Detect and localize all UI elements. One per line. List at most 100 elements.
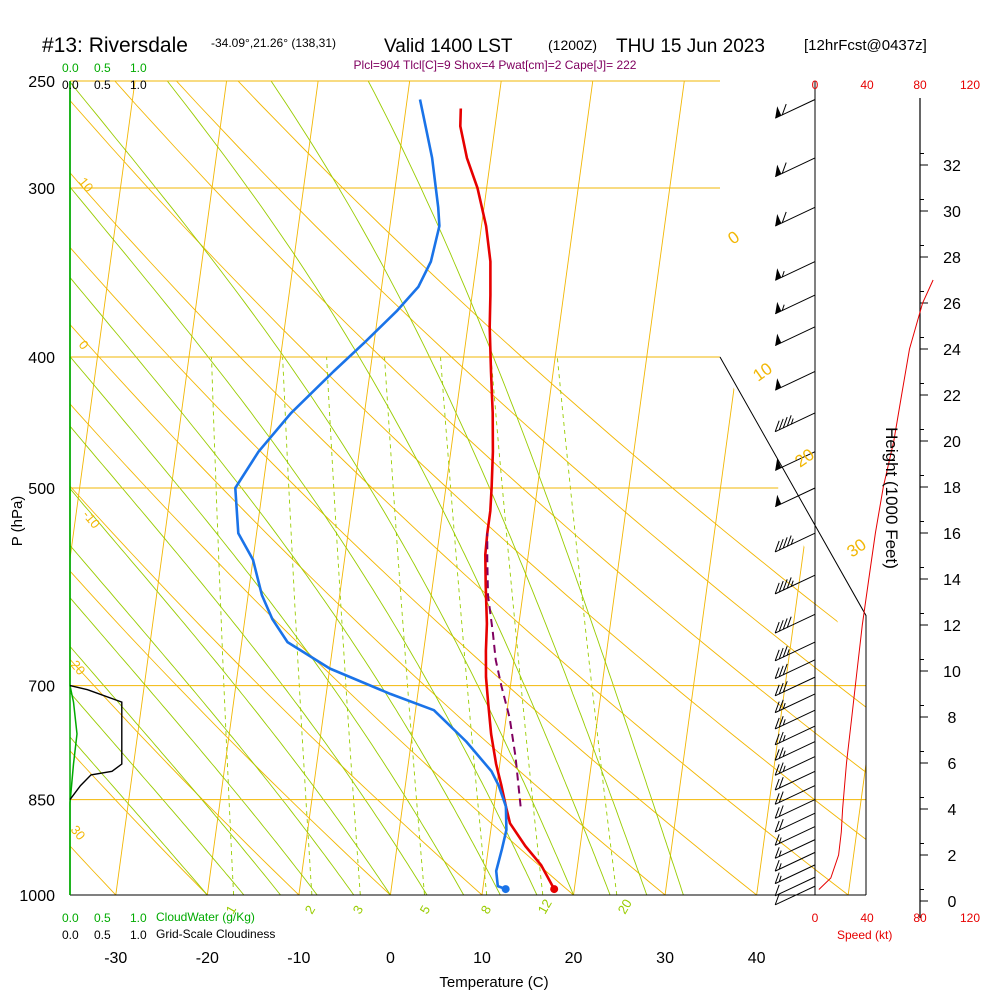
wind-barb-flag [774, 649, 780, 661]
temperature-tick-label: 30 [656, 950, 674, 967]
x-axis-title: Temperature (C) [439, 974, 548, 991]
mixing-ratio-label: 20 [615, 896, 635, 916]
wind-barb [774, 839, 816, 859]
speed-tick-label-bottom: 120 [960, 911, 980, 925]
wind-barb-flag [778, 747, 784, 759]
wind-barb-flag [781, 103, 787, 116]
moist-adiabat-line [293, 81, 684, 895]
dry-adiabat-line [70, 81, 300, 895]
cloudiness-tick-label-top: 0.0 [62, 78, 79, 92]
cloudiness-tick-label-bottom: 1.0 [130, 928, 147, 942]
wind-barb-staff [774, 641, 816, 662]
height-tick-label: 30 [943, 204, 961, 221]
cloudwater-tick-label-top: 0.5 [94, 61, 111, 75]
moist-adiabat-label: 0 [724, 227, 743, 248]
dry-adiabat-line [70, 81, 757, 895]
series-parcel [486, 533, 522, 807]
height-tick-label: 16 [943, 526, 961, 543]
wind-barb-flag [778, 699, 784, 712]
forecast-info: [12hrFcst@0437z] [804, 37, 927, 54]
cloudiness-tick-label-top: 0.5 [94, 78, 111, 92]
thermo-grid [70, 81, 866, 895]
wind-barb-flag [778, 580, 784, 593]
wind-barb-staff [774, 371, 816, 391]
pressure-tick-label: 500 [28, 481, 55, 498]
moist-adiabat-line [70, 81, 391, 895]
wind-barb-pennant [775, 268, 782, 281]
cloudwater-tick-label-bottom: 0.0 [62, 911, 79, 925]
cloud-panel [69, 81, 123, 895]
wind-barb-flag [782, 646, 788, 658]
cloudiness-tick-label-bottom: 0.5 [94, 928, 111, 942]
height-tick-label: 4 [948, 802, 957, 819]
mixing-ratio-label: 8 [478, 903, 495, 917]
wind-barb-flag [774, 872, 780, 884]
speed-tick-label-top: 120 [960, 78, 980, 92]
wind-barb-staff [774, 261, 816, 281]
wind-barb-staff [774, 451, 816, 471]
wind-barb-flag [774, 820, 780, 833]
mixing-ratio-label: 5 [417, 903, 434, 917]
dry-adiabat-line [70, 81, 574, 895]
temperature-tick-label: 40 [748, 950, 766, 967]
wind-barb-flag [774, 582, 780, 595]
station-coords: -34.09°,21.26° (138,31) [211, 36, 336, 50]
moist-adiabat-line [70, 81, 574, 895]
wind-barb-half-flag [790, 580, 794, 587]
wind-barb-half-flag [782, 735, 786, 742]
wind-barb-flag [786, 577, 792, 589]
wind-barb-flag [778, 791, 784, 803]
wind-barb-flag [774, 893, 780, 906]
wind-barb-pennant [775, 494, 782, 507]
wind-barb-flag [774, 684, 780, 697]
height-tick-label: 2 [948, 848, 957, 865]
cloudwater-tick-label-top: 1.0 [130, 61, 147, 75]
dry-adiabat-line [70, 81, 866, 895]
speed-tick-label-top: 80 [913, 78, 927, 92]
wind-barb [774, 826, 816, 846]
pressure-tick-label: 700 [28, 679, 55, 696]
stability-indices: Plcl=904 Tlcl[C]=9 Shox=4 Pwat[cm]=2 Cap… [354, 58, 637, 72]
surface-dewpoint-point [501, 885, 510, 894]
valid-time: Valid 1400 LST [384, 36, 513, 57]
moist-adiabat-line [70, 81, 501, 895]
wind-barb-flag [774, 847, 780, 859]
temperature-tick-label: -30 [104, 950, 127, 967]
height-tick-label: 26 [943, 296, 961, 313]
mixing-ratio-line [490, 356, 544, 895]
wind-barb-pennant [775, 458, 782, 471]
wind-barb [774, 487, 816, 508]
cloudwater-tick-label-bottom: 1.0 [130, 911, 147, 925]
dry-adiabat-line [70, 81, 117, 895]
wind-barb-staff [774, 532, 816, 553]
height-tick-label: 12 [943, 618, 961, 635]
wind-barb-flag [778, 777, 784, 789]
wind-barb-flag [774, 420, 780, 432]
cloudwater-tick-label-top: 0.0 [62, 61, 79, 75]
wind-barb-flag [774, 834, 780, 846]
dry-adiabat-line [70, 81, 866, 895]
moist-adiabat-line [70, 92, 318, 895]
wind-barb-flag [786, 535, 792, 547]
wind-barb-flag [778, 620, 784, 632]
cloudwater-axis-title: CloudWater (g/Kg) [156, 910, 255, 924]
wind-barb [774, 574, 816, 595]
cloudiness-axis-title: Grid-Scale Cloudiness [156, 927, 275, 941]
wind-barb-pennant [775, 378, 782, 391]
moist-adiabat-line [70, 81, 428, 895]
mixing-ratio-line [282, 356, 313, 895]
temperature-tick-label: 10 [473, 950, 491, 967]
wind-barb [774, 371, 816, 391]
wind-barb-staff [774, 756, 816, 776]
wind-barb-half-flag [782, 765, 786, 772]
wind-barb-flag [774, 667, 780, 679]
dry-adiabat-label: 30 [68, 822, 89, 843]
wind-barb-staff [774, 574, 816, 595]
wind-barb-staff [774, 99, 816, 119]
wind-barb-half-flag [778, 837, 782, 844]
wind-barb-flag [774, 778, 780, 791]
cloudwater-tick-label-bottom: 0.5 [94, 911, 111, 925]
wind-barb-staff [774, 206, 816, 227]
wind-speed-profile [818, 279, 934, 890]
